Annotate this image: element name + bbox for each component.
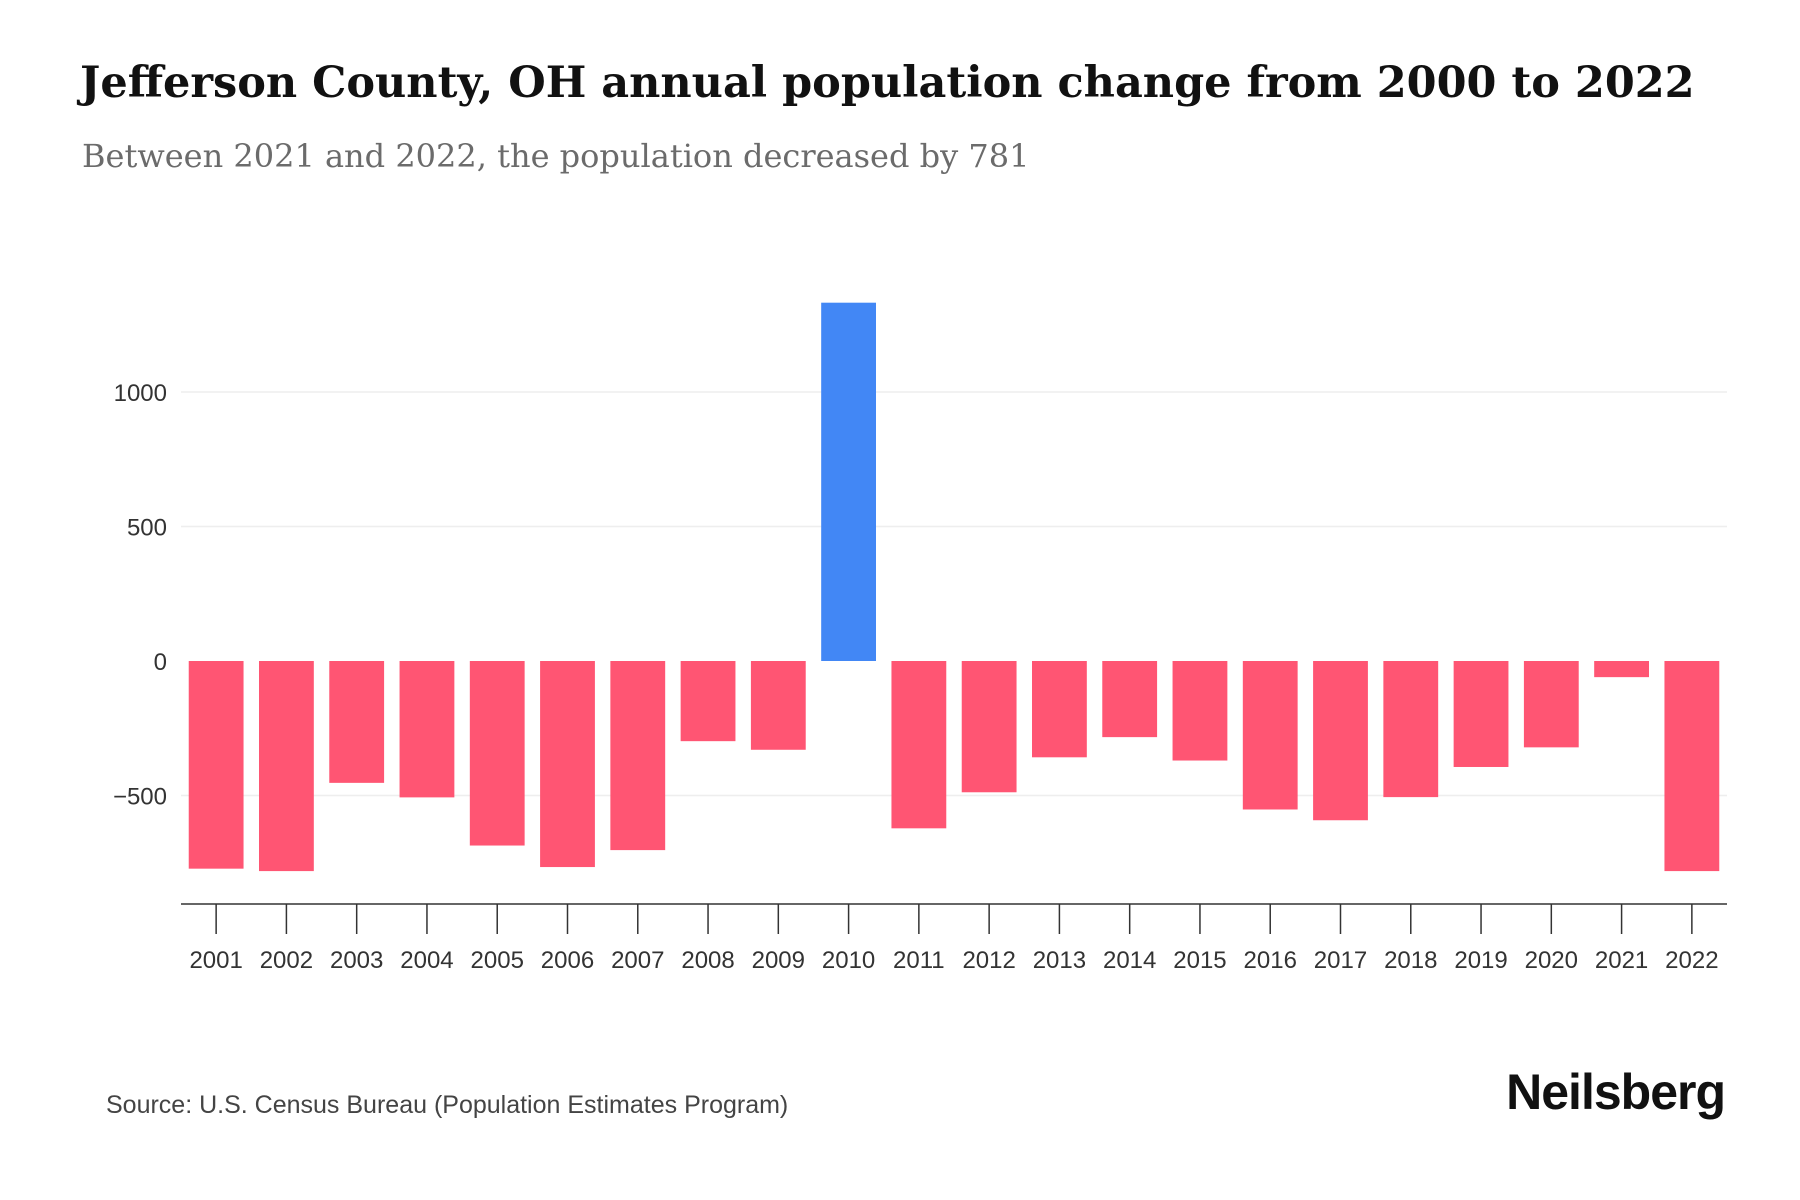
- x-axis: [181, 903, 1727, 934]
- bar-2002: [259, 661, 314, 872]
- chart-subtitle: Between 2021 and 2022, the population de…: [82, 137, 1030, 175]
- x-tick-label: 2021: [1595, 947, 1648, 974]
- bars: [188, 302, 1720, 872]
- x-tick-label: 2013: [1033, 947, 1086, 974]
- x-tick-label: 2010: [822, 947, 875, 974]
- bar-2014: [1102, 661, 1158, 738]
- x-tick-label: 2011: [893, 947, 945, 974]
- bar-2009: [750, 661, 806, 750]
- x-tick-label: 2012: [962, 947, 1015, 974]
- chart-title: Jefferson County, OH annual population c…: [80, 58, 1695, 108]
- brand-logo: Neilsberg: [1506, 1064, 1726, 1120]
- x-tick-label: 2016: [1244, 947, 1297, 974]
- x-tick-label: 2008: [681, 947, 734, 974]
- bar-2018: [1383, 661, 1439, 798]
- x-tick-label: 2017: [1314, 947, 1367, 974]
- x-tick-label: 2001: [189, 947, 242, 974]
- x-tick-label: 2018: [1384, 947, 1437, 974]
- bar-2006: [540, 661, 595, 868]
- y-tick-label: 0: [154, 649, 167, 676]
- x-tick-label: 2020: [1525, 947, 1578, 974]
- x-tick-label: 2019: [1454, 947, 1507, 974]
- bar-2005: [469, 661, 525, 846]
- source-note: Source: U.S. Census Bureau (Population E…: [106, 1091, 789, 1119]
- bar-2003: [329, 661, 385, 783]
- x-tick-label: 2009: [752, 947, 805, 974]
- y-tick-label: 500: [127, 515, 167, 542]
- bar-2021: [1594, 661, 1649, 678]
- x-tick-label: 2006: [541, 947, 594, 974]
- x-tick-label: 2002: [260, 947, 313, 974]
- bar-2020: [1523, 661, 1579, 748]
- bar-2015: [1172, 661, 1228, 761]
- bar-2011: [891, 661, 947, 829]
- x-tick-label: 2005: [471, 947, 524, 974]
- y-tick-label: 1000: [114, 380, 167, 407]
- bar-2012: [961, 661, 1017, 793]
- bar-2007: [610, 661, 666, 851]
- y-axis-labels: −500 0 500 1000: [113, 380, 167, 811]
- x-tick-label: 2004: [400, 947, 453, 974]
- x-tick-label: 2003: [330, 947, 383, 974]
- bar-2013: [1032, 661, 1087, 758]
- bar-2022: [1664, 661, 1720, 872]
- x-axis-labels: 2001 2002 2003 2004 2005 2006 2007 2008 2009 2010…: [189, 947, 1718, 974]
- bar-2016: [1242, 661, 1298, 810]
- x-tick-label: 2015: [1173, 947, 1226, 974]
- bar-2010: [821, 302, 876, 661]
- x-tick-label: 2014: [1103, 947, 1156, 974]
- y-tick-label: −500: [113, 784, 167, 811]
- x-tick-label: 2022: [1665, 947, 1718, 974]
- x-tick-label: 2007: [611, 947, 664, 974]
- bar-2019: [1453, 661, 1509, 767]
- bar-2004: [399, 661, 455, 798]
- bar-2017: [1313, 661, 1368, 821]
- bar-2008: [680, 661, 736, 742]
- bar-2001: [188, 661, 244, 869]
